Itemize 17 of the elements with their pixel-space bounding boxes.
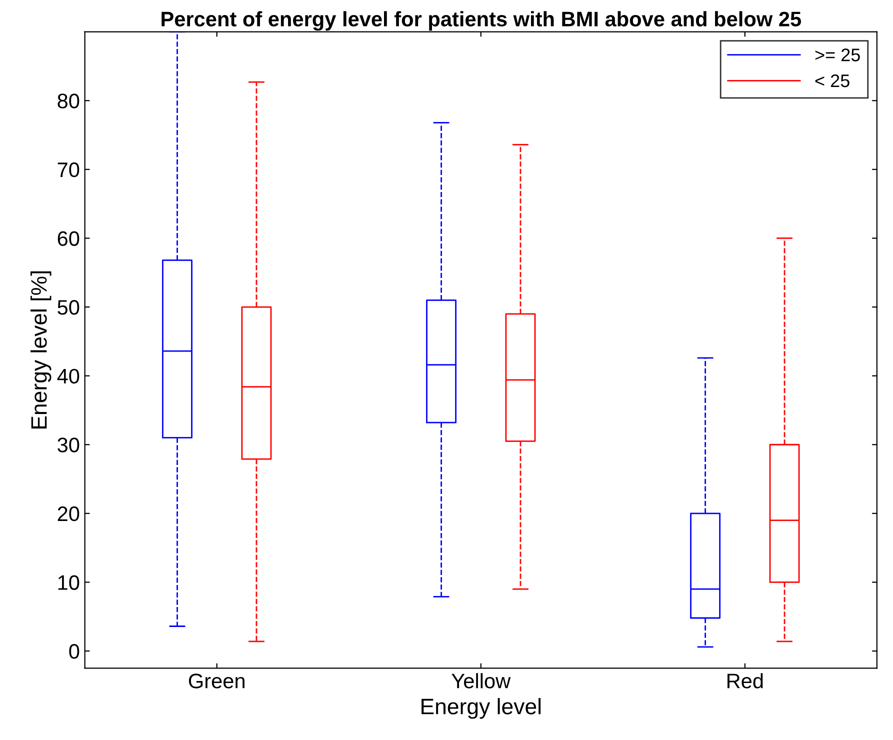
x-tick-label: Green xyxy=(188,674,244,688)
y-tick-label: 20 xyxy=(58,506,80,522)
chart-title: Percent of energy level for patients with BMI above and below 25 xyxy=(162,11,802,31)
y-tick-label: 70 xyxy=(58,162,80,178)
x-tick-label: Yellow xyxy=(452,673,511,688)
x-axis-title: Energy level xyxy=(422,698,541,719)
y-tick-label: 50 xyxy=(58,300,80,315)
y-tick-label: 80 xyxy=(58,94,80,108)
y-tick-label: 30 xyxy=(58,438,80,452)
legend-label: >= 25 xyxy=(815,48,860,62)
legend-label: < 25 xyxy=(815,74,850,88)
y-tick-label: 40 xyxy=(57,368,80,384)
y-tick-label: 60 xyxy=(58,231,80,246)
x-tick-label: Red xyxy=(728,673,763,688)
y-tick-label: 0 xyxy=(69,644,80,659)
y-tick-label: 10 xyxy=(58,575,80,590)
y-axis-title: Energy level [%] xyxy=(30,271,52,428)
